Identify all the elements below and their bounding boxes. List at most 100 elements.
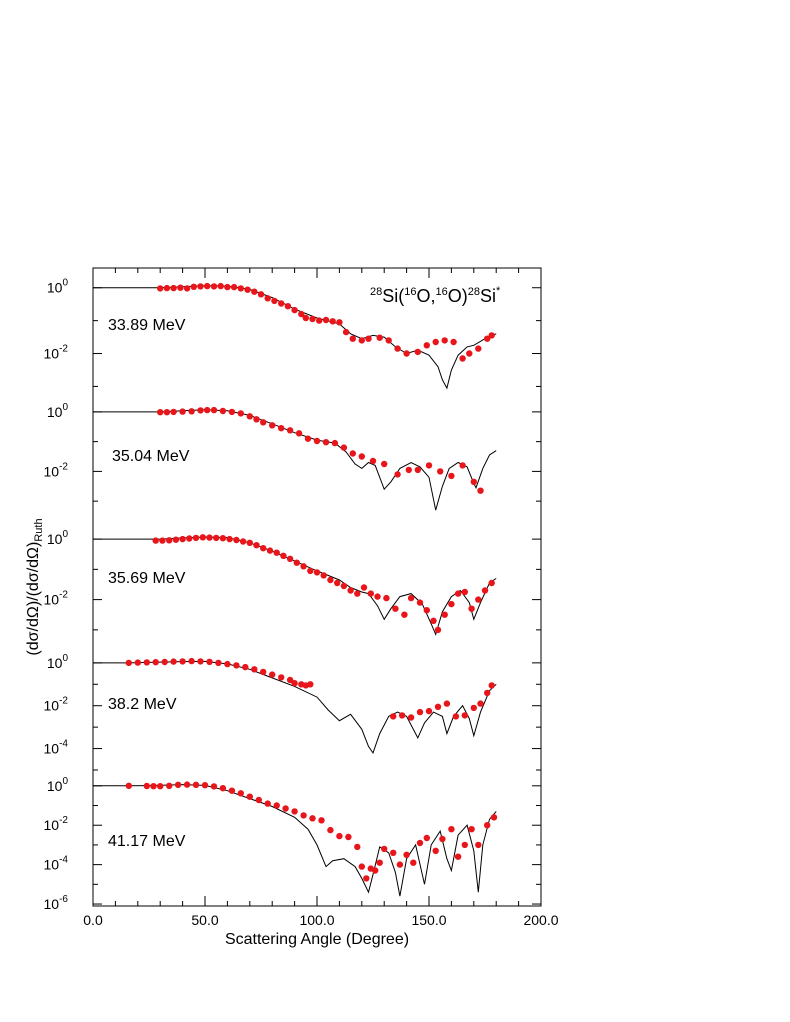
data-point	[342, 328, 350, 336]
data-point	[448, 472, 455, 480]
data-point	[233, 536, 240, 544]
data-point	[416, 708, 424, 716]
y-tick-exponent: -6	[59, 894, 68, 905]
data-point	[210, 783, 218, 790]
data-point	[166, 537, 173, 544]
y-tick-base: 10	[47, 404, 63, 420]
reaction-label: 28Si(16O,16O)28Si*	[370, 285, 501, 306]
data-point	[273, 549, 280, 556]
data-point	[125, 659, 132, 667]
data-point	[172, 536, 180, 543]
data-point	[466, 350, 473, 357]
data-point	[416, 599, 424, 606]
data-point	[394, 345, 401, 352]
y-tick-label: 100	[47, 653, 69, 671]
y-tick-label: 10-4	[44, 855, 69, 873]
data-point	[188, 408, 195, 415]
data-point	[242, 663, 249, 671]
data-point	[488, 682, 495, 689]
data-point	[291, 808, 298, 815]
y-tick-exponent: -4	[59, 739, 68, 750]
data-point	[475, 596, 482, 603]
data-point	[269, 671, 276, 678]
data-point	[459, 462, 466, 469]
data-point	[237, 410, 244, 417]
data-point	[192, 534, 200, 542]
reaction-part: O,	[417, 286, 436, 306]
data-point	[183, 285, 191, 292]
data-point	[484, 689, 491, 697]
data-point	[329, 318, 336, 325]
data-point	[192, 781, 200, 788]
data-point	[360, 584, 368, 591]
data-point	[170, 658, 177, 665]
data-point	[233, 662, 240, 669]
data-point	[381, 460, 388, 468]
y-tick-base: 10	[44, 857, 60, 873]
data-point	[313, 569, 321, 576]
y-tick-label: 10-4	[44, 739, 69, 757]
y-tick-label: 100	[47, 402, 69, 420]
reaction-part: O)	[448, 286, 468, 306]
data-point	[125, 782, 132, 789]
data-point	[390, 849, 397, 856]
data-point	[206, 534, 213, 541]
data-point	[286, 555, 294, 562]
y-axis-title-subscript: Ruth	[33, 518, 45, 541]
data-point	[477, 700, 484, 707]
x-tick-label: 150.0	[411, 912, 446, 928]
data-point	[280, 552, 287, 559]
y-tick-label: 10-2	[44, 590, 69, 608]
data-point	[484, 335, 491, 342]
y-tick-label: 10-6	[44, 894, 69, 912]
data-point	[157, 285, 164, 292]
data-point	[347, 587, 354, 594]
data-point	[264, 295, 271, 302]
data-point	[157, 783, 164, 790]
data-point	[410, 859, 417, 866]
data-point	[174, 781, 182, 788]
energy-label: 35.69 MeV	[108, 570, 186, 587]
y-tick-label: 100	[47, 776, 69, 794]
data-point	[423, 834, 430, 842]
data-point	[217, 282, 224, 290]
reaction-part: Si	[480, 286, 496, 306]
data-point	[286, 676, 294, 684]
data-point	[210, 283, 218, 290]
data-point	[376, 859, 383, 866]
data-point	[488, 579, 495, 587]
data-point	[401, 611, 408, 618]
data-point	[488, 332, 495, 339]
data-point	[490, 814, 498, 821]
data-point	[260, 668, 267, 676]
reaction-part: Si(	[382, 286, 404, 306]
y-tick-base: 10	[44, 896, 60, 912]
data-point	[228, 408, 236, 416]
data-point	[260, 545, 267, 552]
data-point	[186, 535, 193, 542]
x-tick-label: 100.0	[299, 912, 334, 928]
data-point	[253, 542, 260, 549]
data-point	[322, 316, 330, 324]
mass-number: 28	[468, 286, 480, 298]
y-tick-exponent: 0	[62, 776, 68, 787]
data-point	[293, 559, 300, 566]
data-point	[298, 310, 305, 318]
data-point	[345, 833, 352, 841]
data-point	[183, 781, 191, 788]
energy-label: 33.89 MeV	[108, 317, 186, 334]
data-point	[143, 782, 150, 790]
data-point	[152, 659, 159, 666]
model-curve	[93, 784, 497, 897]
data-point	[237, 285, 244, 292]
x-axis: 0.0 50.0 100.0 150.0 200.0	[83, 268, 559, 928]
data-point	[219, 407, 227, 415]
data-point	[143, 659, 150, 666]
data-point	[327, 576, 334, 584]
energy-label: 35.04 MeV	[112, 448, 190, 465]
data-point	[179, 408, 186, 415]
data-point	[349, 450, 356, 457]
